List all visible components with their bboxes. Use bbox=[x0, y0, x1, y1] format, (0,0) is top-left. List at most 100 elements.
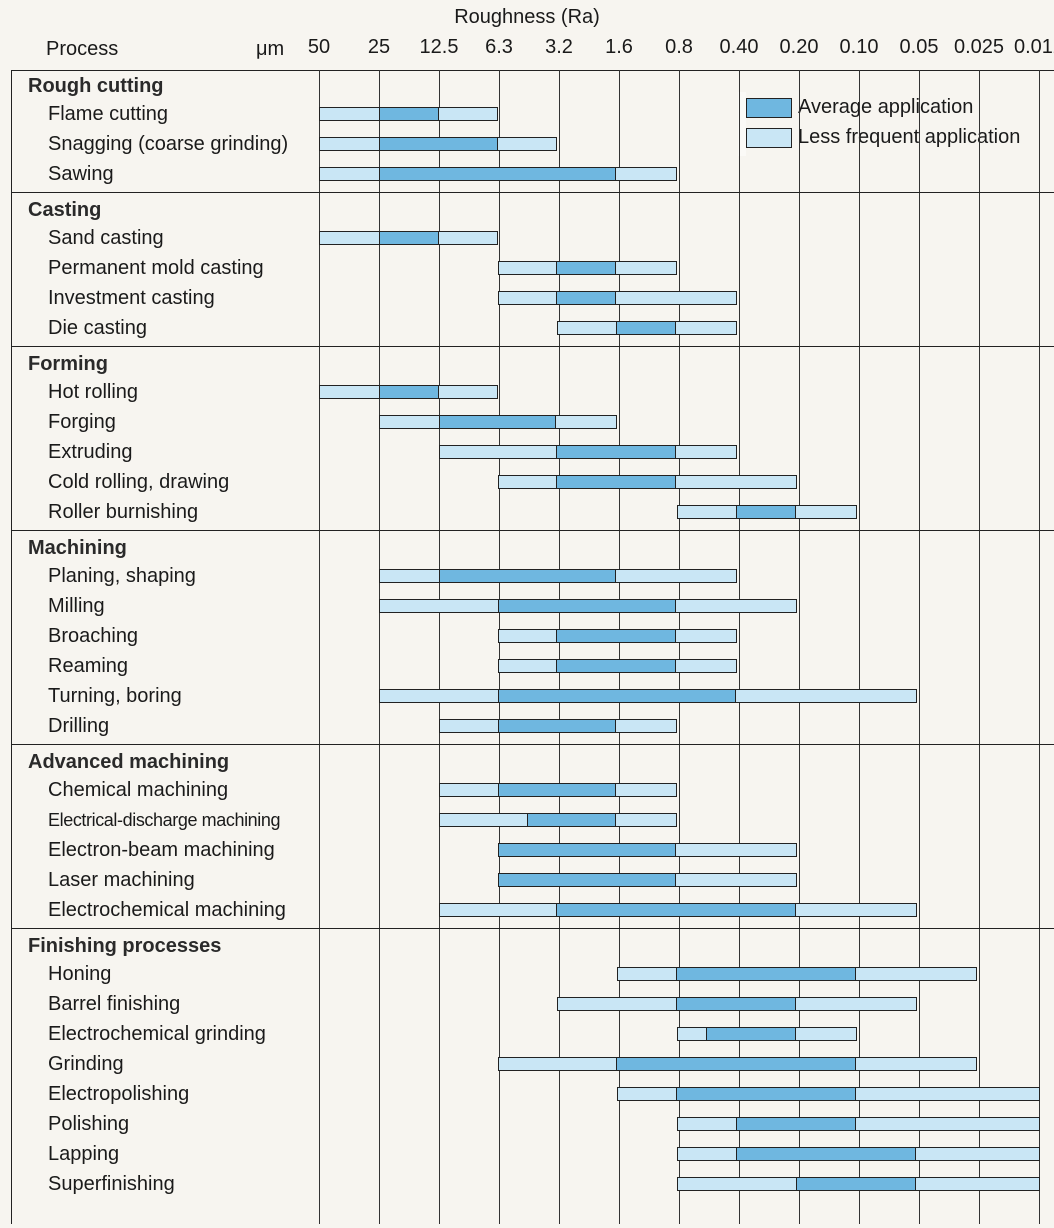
group-label: Machining bbox=[28, 537, 127, 559]
average-bar bbox=[556, 904, 797, 916]
process-label: Lapping bbox=[48, 1143, 120, 1165]
average-bar bbox=[676, 998, 797, 1010]
process-label: Sawing bbox=[48, 163, 114, 185]
less-frequent-bar bbox=[676, 1147, 1041, 1161]
average-bar bbox=[705, 1028, 797, 1040]
x-tick-label: 12.5 bbox=[419, 36, 459, 58]
average-bar bbox=[736, 1118, 857, 1130]
process-label: Superfinishing bbox=[48, 1173, 175, 1195]
average-bar bbox=[438, 570, 617, 582]
process-label: Sand casting bbox=[48, 227, 164, 249]
grid-line bbox=[979, 70, 980, 1224]
process-label: Honing bbox=[48, 963, 112, 985]
average-bar bbox=[796, 1178, 917, 1190]
average-bar bbox=[556, 292, 617, 304]
process-column-header: Process bbox=[46, 38, 119, 60]
average-bar bbox=[526, 814, 617, 826]
average-bar bbox=[378, 232, 439, 244]
less-frequent-bar bbox=[498, 475, 797, 489]
less-frequent-bar bbox=[379, 415, 617, 429]
less-frequent-bar bbox=[379, 599, 797, 613]
x-tick-label: 0.025 bbox=[953, 36, 1005, 58]
group-divider bbox=[11, 346, 1054, 347]
process-label: Chemical machining bbox=[48, 779, 229, 801]
less-frequent-bar bbox=[676, 505, 857, 519]
chart-title: Roughness (Ra) bbox=[0, 6, 1054, 29]
process-label: Permanent mold casting bbox=[48, 257, 264, 279]
chart-title-text: Roughness (Ra) bbox=[454, 6, 600, 28]
less-frequent-bar bbox=[556, 321, 737, 335]
group-label: Rough cutting bbox=[28, 75, 164, 97]
group-label: Casting bbox=[28, 199, 102, 221]
group-divider bbox=[11, 744, 1054, 745]
grid-line bbox=[799, 70, 800, 1224]
less-frequent-bar bbox=[556, 997, 917, 1011]
x-tick-label: 0.10 bbox=[839, 36, 879, 58]
average-bar bbox=[497, 720, 617, 732]
grid-line bbox=[619, 70, 620, 1224]
process-label: Investment casting bbox=[48, 287, 215, 309]
less-frequent-bar bbox=[498, 659, 737, 673]
less-frequent-bar bbox=[379, 569, 737, 583]
average-bar bbox=[378, 168, 617, 180]
process-label: Electron-beam machining bbox=[48, 839, 275, 861]
process-label: Hot rolling bbox=[48, 381, 139, 403]
less-frequent-bar bbox=[439, 813, 677, 827]
legend-swatch-average bbox=[746, 98, 792, 118]
group-label: Advanced machining bbox=[28, 751, 230, 773]
average-bar bbox=[497, 690, 737, 702]
average-bar bbox=[497, 874, 677, 886]
x-tick-label: 0.8 bbox=[665, 36, 693, 58]
average-bar bbox=[497, 600, 677, 612]
process-label: Laser machining bbox=[48, 869, 195, 891]
chart-frame bbox=[11, 70, 1054, 1224]
process-label: Forging bbox=[48, 411, 116, 433]
process-label: Broaching bbox=[48, 625, 139, 647]
less-frequent-bar bbox=[319, 385, 499, 399]
less-frequent-bar bbox=[616, 1087, 1041, 1101]
average-bar bbox=[378, 138, 498, 150]
less-frequent-bar bbox=[676, 1177, 1041, 1191]
less-frequent-bar bbox=[439, 783, 677, 797]
process-label: Extruding bbox=[48, 441, 133, 463]
group-label: Finishing processes bbox=[28, 935, 222, 957]
less-frequent-bar bbox=[498, 629, 737, 643]
less-frequent-bar bbox=[497, 873, 797, 887]
process-label: Milling bbox=[48, 595, 105, 617]
legend-swatch-less-frequent bbox=[746, 128, 792, 148]
less-frequent-bar bbox=[439, 719, 677, 733]
grid-line bbox=[379, 70, 380, 1224]
average-bar bbox=[556, 476, 677, 488]
process-label: Planing, shaping bbox=[48, 565, 196, 587]
unit-label: μm bbox=[256, 38, 285, 60]
less-frequent-bar bbox=[497, 843, 797, 857]
average-bar bbox=[556, 262, 617, 274]
x-tick-label: 0.40 bbox=[719, 36, 759, 58]
group-divider bbox=[11, 928, 1054, 929]
average-bar bbox=[736, 506, 797, 518]
process-label: Electrochemical machining bbox=[48, 899, 286, 921]
average-bar bbox=[438, 416, 557, 428]
less-frequent-bar bbox=[498, 291, 737, 305]
less-frequent-bar bbox=[379, 689, 917, 703]
average-bar bbox=[378, 108, 439, 120]
process-label: Grinding bbox=[48, 1053, 124, 1075]
x-tick-label: 50 bbox=[307, 36, 331, 58]
x-tick-label: 25 bbox=[367, 36, 391, 58]
group-divider bbox=[11, 530, 1054, 531]
legend: Average application Less frequent applic… bbox=[738, 92, 1020, 156]
grid-line bbox=[559, 70, 560, 1224]
process-label: Die casting bbox=[48, 317, 147, 339]
less-frequent-bar bbox=[439, 903, 917, 917]
less-frequent-bar bbox=[498, 1057, 977, 1071]
x-tick-label: 0.05 bbox=[899, 36, 939, 58]
legend-label-less-frequent: Less frequent application bbox=[798, 126, 1021, 148]
legend-label-average: Average application bbox=[798, 96, 974, 118]
grid-line bbox=[1039, 70, 1040, 1224]
process-label: Reaming bbox=[48, 655, 129, 677]
x-tick-label: 3.2 bbox=[545, 36, 573, 58]
less-frequent-bar bbox=[319, 137, 557, 151]
grid-line bbox=[919, 70, 920, 1224]
process-label: Snagging (coarse grinding) bbox=[48, 133, 289, 155]
average-bar bbox=[378, 386, 439, 398]
